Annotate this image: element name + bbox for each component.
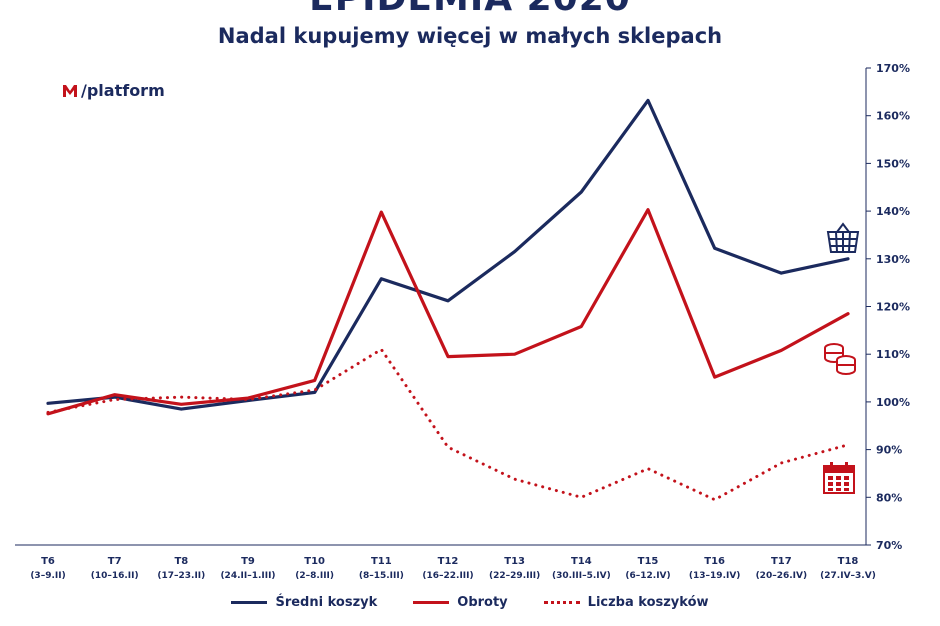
y-tick-label: 80% [876, 491, 902, 504]
legend: Średni koszyk Obroty Liczba koszyków [0, 595, 940, 610]
y-tick-label: 170% [876, 62, 910, 75]
x-tick-date-label: (3–9.II) [30, 571, 65, 581]
x-tick-label: T14 [571, 556, 592, 567]
y-tick-label: 110% [876, 348, 910, 361]
basket-icon [826, 222, 860, 253]
x-tick-date-label: (13–19.IV) [689, 571, 741, 581]
legend-label: Średni koszyk [275, 595, 378, 610]
page-title: EPIDEMIA 2020 [0, 0, 940, 19]
x-tick-label: T18 [838, 556, 859, 567]
x-tick-label: T16 [704, 556, 725, 567]
x-tick-label: T17 [771, 556, 792, 567]
m-logo-icon [63, 84, 77, 97]
x-tick-label: T9 [241, 556, 255, 567]
calendar-icon [823, 462, 855, 494]
legend-swatch [231, 601, 268, 604]
legend-item-liczba-koszykow: Liczba koszyków [543, 595, 709, 610]
y-tick-label: 70% [876, 539, 902, 552]
y-axis: 70% 80% 90% 100% 110% 120% 130% 140% 150% 160% 170… [865, 62, 910, 552]
x-tick-date-label: (6–12.IV) [625, 571, 670, 581]
series-line-3 [46, 347, 850, 502]
legend-label: Liczba koszyków [587, 595, 709, 610]
y-tick-label: 130% [876, 253, 910, 266]
x-tick-date-label: (10–16.II) [91, 571, 139, 581]
x-tick-date-label: (8–15.III) [359, 571, 404, 581]
logo-text: /platform [81, 81, 165, 100]
x-tick-date-label: (20–26.IV) [756, 571, 808, 581]
page-subtitle: Nadal kupujemy więcej w małych sklepach [217, 24, 723, 48]
legend-swatch [413, 601, 450, 604]
series-line-1 [46, 98, 850, 411]
y-tick-label: 90% [876, 444, 902, 457]
x-tick-label: T8 [174, 556, 188, 567]
x-tick-label: T6 [41, 556, 55, 567]
x-tick-date-label: (16–22.III) [422, 571, 473, 581]
x-axis-ticks: T6 (3–9.II) T7 (10–16.II) T8 (17–23.II) T9 (24.… [30, 556, 876, 581]
y-tick-label: 140% [876, 205, 910, 218]
series-line-2 [46, 208, 850, 416]
x-tick-date-label: (2–8.III) [295, 571, 334, 581]
y-tick-label: 150% [876, 157, 910, 170]
legend-item-sredni-koszyk: Średni koszyk [231, 595, 377, 610]
x-tick-date-label: (30.III–5.IV) [552, 571, 611, 581]
x-tick-label: T15 [638, 556, 659, 567]
x-tick-date-label: (17–23.II) [157, 571, 205, 581]
x-tick-label: T13 [504, 556, 525, 567]
legend-label: Obroty [457, 595, 508, 610]
x-tick-date-label: (24.II–1.III) [220, 571, 275, 581]
x-tick-date-label: (27.IV–3.V) [820, 571, 876, 581]
x-tick-label: T7 [108, 556, 122, 567]
legend-swatch [543, 601, 580, 604]
x-tick-label: T10 [304, 556, 325, 567]
x-tick-label: T11 [371, 556, 392, 567]
x-tick-date-label: (22–29.III) [489, 571, 540, 581]
series-lines [46, 98, 850, 502]
y-tick-label: 120% [876, 301, 910, 314]
coins-icon [824, 343, 856, 375]
platform-logo: /platform [62, 81, 165, 100]
legend-item-obroty: Obroty [413, 595, 508, 610]
y-tick-label: 160% [876, 110, 910, 123]
y-tick-label: 100% [876, 396, 910, 409]
x-tick-label: T12 [438, 556, 459, 567]
